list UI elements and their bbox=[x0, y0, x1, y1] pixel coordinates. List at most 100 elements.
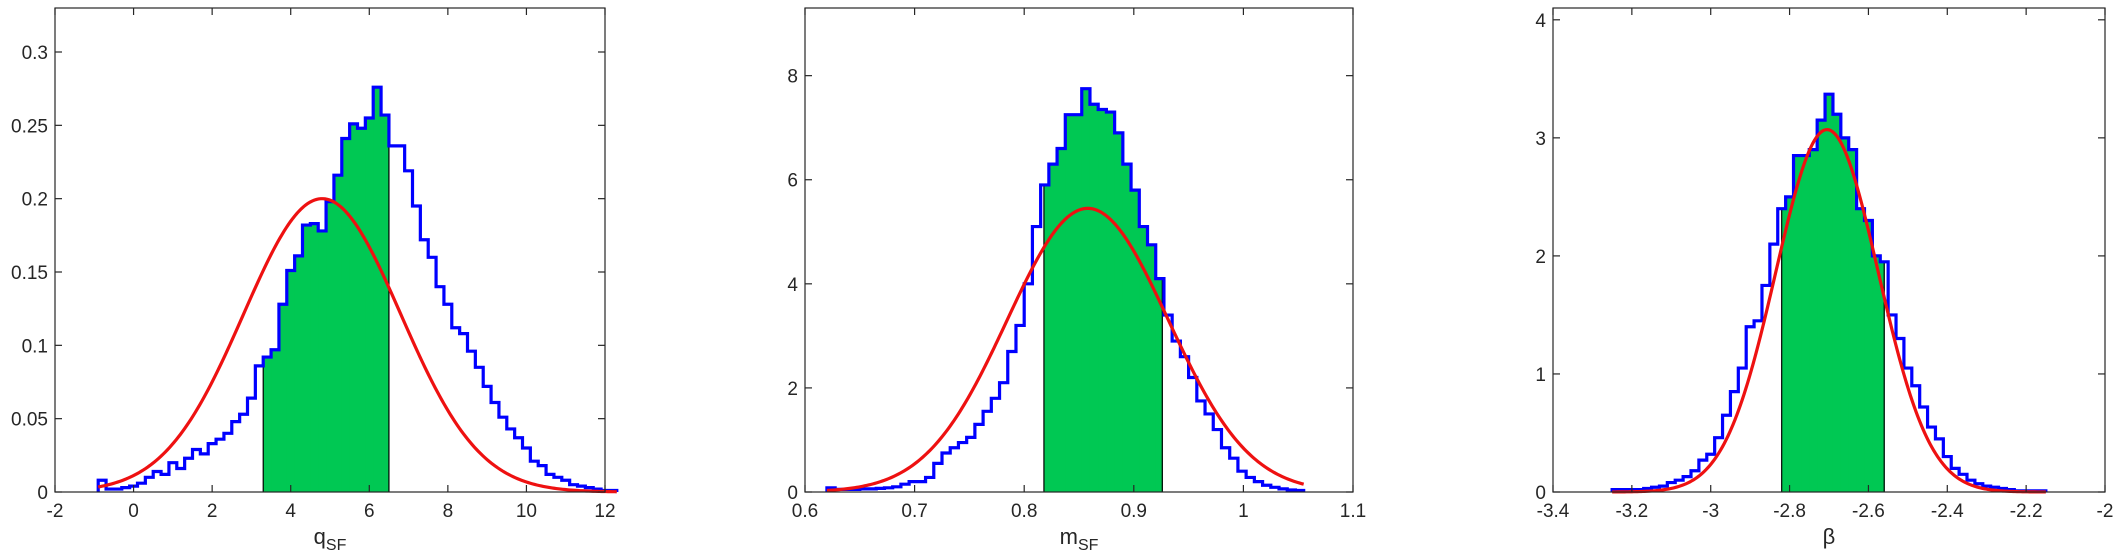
y-tick-label: 4 bbox=[787, 275, 798, 296]
ci-fill-bar bbox=[1856, 208, 1866, 492]
x-tick-label: -2.4 bbox=[1931, 501, 1964, 522]
y-tick-label: 6 bbox=[787, 171, 798, 192]
ci-fill-bar bbox=[1048, 164, 1058, 492]
ci-fill-bar bbox=[1825, 94, 1834, 493]
y-tick-label: 0 bbox=[1535, 483, 1546, 504]
ci-fill-bar bbox=[373, 87, 382, 492]
y-tick-label: 0.1 bbox=[22, 336, 48, 357]
axes-frame bbox=[54, 7, 606, 493]
ci-fill-bar bbox=[1155, 278, 1163, 492]
ci-fill-bar bbox=[1089, 104, 1099, 492]
y-tick-label: 0.05 bbox=[11, 410, 48, 431]
ci-fill-bar bbox=[1098, 109, 1107, 492]
y-tick-label: 4 bbox=[1535, 11, 1546, 32]
x-axis-title-sub: SF bbox=[326, 537, 347, 554]
y-tick-label: 0 bbox=[37, 483, 48, 504]
plot-area bbox=[825, 87, 1306, 493]
ci-fill-bar bbox=[1043, 184, 1050, 493]
x-tick-label: 4 bbox=[285, 501, 296, 522]
y-tick-label: 2 bbox=[787, 379, 798, 400]
ci-fill-bar bbox=[1057, 148, 1066, 493]
ci-fill-bar bbox=[1785, 196, 1795, 492]
x-axis-title: β bbox=[1823, 524, 1836, 549]
ci-fill-bar bbox=[357, 128, 366, 492]
ci-fill-bar bbox=[318, 230, 327, 492]
ci-fill-bar bbox=[1801, 155, 1810, 492]
ci-fill-bar bbox=[326, 201, 335, 492]
axis-ticks: 0.6 0.7 0.8 0.9 1 1.1 0 2 4 6 8 bbox=[787, 8, 1366, 522]
y-tick-label: 1 bbox=[1535, 365, 1546, 386]
x-tick-label: 0 bbox=[128, 501, 139, 522]
ci-fill-bar bbox=[294, 255, 304, 492]
ci-fill-bar bbox=[1065, 114, 1075, 492]
ci-fill-bar bbox=[263, 357, 272, 492]
gaussian-fit-curve bbox=[826, 206, 1305, 493]
ci-fill-bar bbox=[381, 115, 390, 493]
y-tick-label: 0 bbox=[787, 483, 798, 504]
x-axis-title-main: q bbox=[314, 524, 326, 549]
plot-area bbox=[1610, 92, 2048, 494]
ci-fill-bar bbox=[1131, 190, 1140, 492]
ci-fill-bar bbox=[1817, 120, 1826, 493]
x-tick-label: -2.2 bbox=[2010, 501, 2043, 522]
x-tick-label: -3.4 bbox=[1537, 501, 1570, 522]
ci-fill-bar bbox=[1139, 226, 1149, 493]
ci-fill-bar bbox=[1122, 164, 1132, 492]
x-tick-label: 6 bbox=[364, 501, 375, 522]
x-tick-label: 1.1 bbox=[1340, 501, 1366, 522]
x-tick-label: 0.9 bbox=[1121, 501, 1147, 522]
y-tick-label: 0.15 bbox=[11, 263, 48, 284]
ci-fill-bar bbox=[310, 223, 319, 492]
x-tick-label: -2 bbox=[47, 501, 64, 522]
ci-fill-bar bbox=[1864, 220, 1873, 493]
ci-fill-bar bbox=[278, 304, 288, 492]
x-tick-label: 12 bbox=[594, 501, 615, 522]
ci-fill-bar bbox=[1832, 114, 1842, 493]
x-axis-title-main: β bbox=[1823, 524, 1836, 549]
ci-fill-bar bbox=[1147, 244, 1157, 492]
x-axis-title-sub: SF bbox=[1078, 537, 1099, 554]
ci-fill-bar bbox=[1793, 155, 1802, 492]
panel-beta: -3.4 -3.2 -3 -2.8 -2.6 -2.4 -2.2 -2 0 1 2 3 4 β bbox=[1535, 7, 2113, 549]
y-tick-label: 8 bbox=[787, 67, 798, 88]
ci-fill-bar bbox=[1073, 114, 1083, 492]
x-tick-label: -2 bbox=[2097, 501, 2114, 522]
ci-fill-bar bbox=[365, 118, 374, 492]
x-tick-label: -2.8 bbox=[1773, 501, 1806, 522]
ci-fill-bar bbox=[286, 270, 296, 492]
gaussian-fit-curve bbox=[97, 197, 617, 494]
ci-fill-bar bbox=[1872, 255, 1881, 492]
y-tick-label: 0.2 bbox=[22, 190, 48, 211]
ci-fill-bar bbox=[1781, 208, 1787, 492]
ci-fill-bar bbox=[1880, 261, 1885, 492]
x-axis-title-main: m bbox=[1060, 524, 1078, 549]
ci-fill-bar bbox=[1840, 137, 1850, 493]
ci-fill-bar bbox=[1081, 88, 1091, 493]
x-axis-title: qSF bbox=[314, 524, 347, 554]
axes-frame bbox=[804, 7, 1354, 493]
ci-fill-bar bbox=[1114, 132, 1124, 492]
gaussian-fit-curve bbox=[1612, 127, 2046, 494]
x-tick-label: -3 bbox=[1702, 501, 1719, 522]
axis-ticks: -3.4 -3.2 -3 -2.8 -2.6 -2.4 -2.2 -2 0 1 2 3 4 bbox=[1535, 8, 2113, 522]
ci-fill-bar bbox=[1106, 112, 1116, 492]
ci-fill-bar bbox=[271, 349, 280, 492]
x-tick-label: -3.2 bbox=[1615, 501, 1648, 522]
ci-fill-bar bbox=[1848, 149, 1858, 492]
ci-fill-bar bbox=[302, 225, 311, 493]
histogram-outline bbox=[1610, 92, 2048, 493]
panel-m-sf: 0.6 0.7 0.8 0.9 1 1.1 0 2 4 6 8 mSF bbox=[787, 7, 1366, 554]
axes-frame bbox=[1552, 7, 2106, 493]
y-tick-label: 2 bbox=[1535, 247, 1546, 268]
x-tick-label: 10 bbox=[516, 501, 537, 522]
y-tick-label: 0.25 bbox=[11, 116, 48, 137]
y-tick-label: 3 bbox=[1535, 129, 1546, 150]
x-tick-label: 0.7 bbox=[901, 501, 927, 522]
plot-area bbox=[96, 85, 619, 494]
ci-fill-bar bbox=[333, 175, 343, 492]
ci-fill-bar bbox=[1809, 149, 1818, 492]
x-tick-label: -2.6 bbox=[1852, 501, 1885, 522]
